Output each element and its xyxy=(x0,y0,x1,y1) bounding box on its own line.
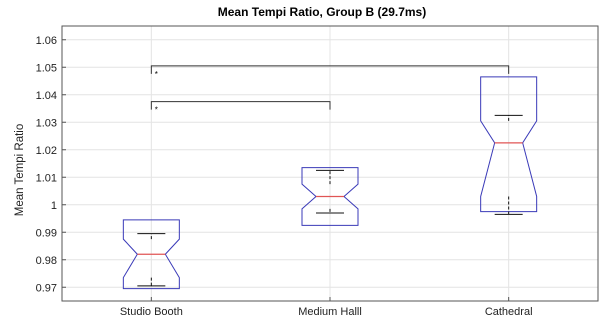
y-tick-label: 1 xyxy=(51,200,57,212)
y-tick-label: 0.99 xyxy=(36,227,57,239)
x-tick-label: Cathedral xyxy=(485,306,533,318)
significance-marker: * xyxy=(155,106,158,115)
bracket-line xyxy=(150,65,510,74)
y-tick-label: 1.04 xyxy=(36,90,57,102)
axes: 0.97 0.98 0.99 1 1.01 1.02 1.03 1.04 1.05 1.06 Stu… xyxy=(36,25,599,318)
significance-bracket: * xyxy=(150,65,510,79)
box-medium-halll xyxy=(301,167,359,226)
y-tick-label: 1.02 xyxy=(36,145,57,157)
y-tick-label: 0.98 xyxy=(36,255,57,267)
plot-frame xyxy=(61,25,599,302)
y-tick-label: 1.03 xyxy=(36,117,57,129)
notched-box xyxy=(301,167,359,226)
plot-area: ** xyxy=(122,65,538,290)
y-tick-label: 1.01 xyxy=(36,172,57,184)
bracket-line xyxy=(150,101,331,110)
y-tick-label: 1.06 xyxy=(36,35,57,47)
notched-box xyxy=(480,76,538,213)
chart-title: Mean Tempi Ratio, Group B (29.7ms) xyxy=(218,5,426,19)
y-axis-label: Mean Tempi Ratio xyxy=(14,124,26,216)
x-tick-label: Medium Halll xyxy=(298,306,362,318)
box-cathedral xyxy=(480,76,538,215)
significance-marker: * xyxy=(155,70,158,79)
y-tick-label: 0.97 xyxy=(36,282,57,294)
y-tick-label: 1.05 xyxy=(36,62,57,74)
significance-bracket: * xyxy=(150,101,331,115)
x-tick-label: Studio Booth xyxy=(120,306,183,318)
box-studio-booth xyxy=(122,219,180,290)
notched-box xyxy=(122,219,180,290)
grid xyxy=(62,26,598,301)
